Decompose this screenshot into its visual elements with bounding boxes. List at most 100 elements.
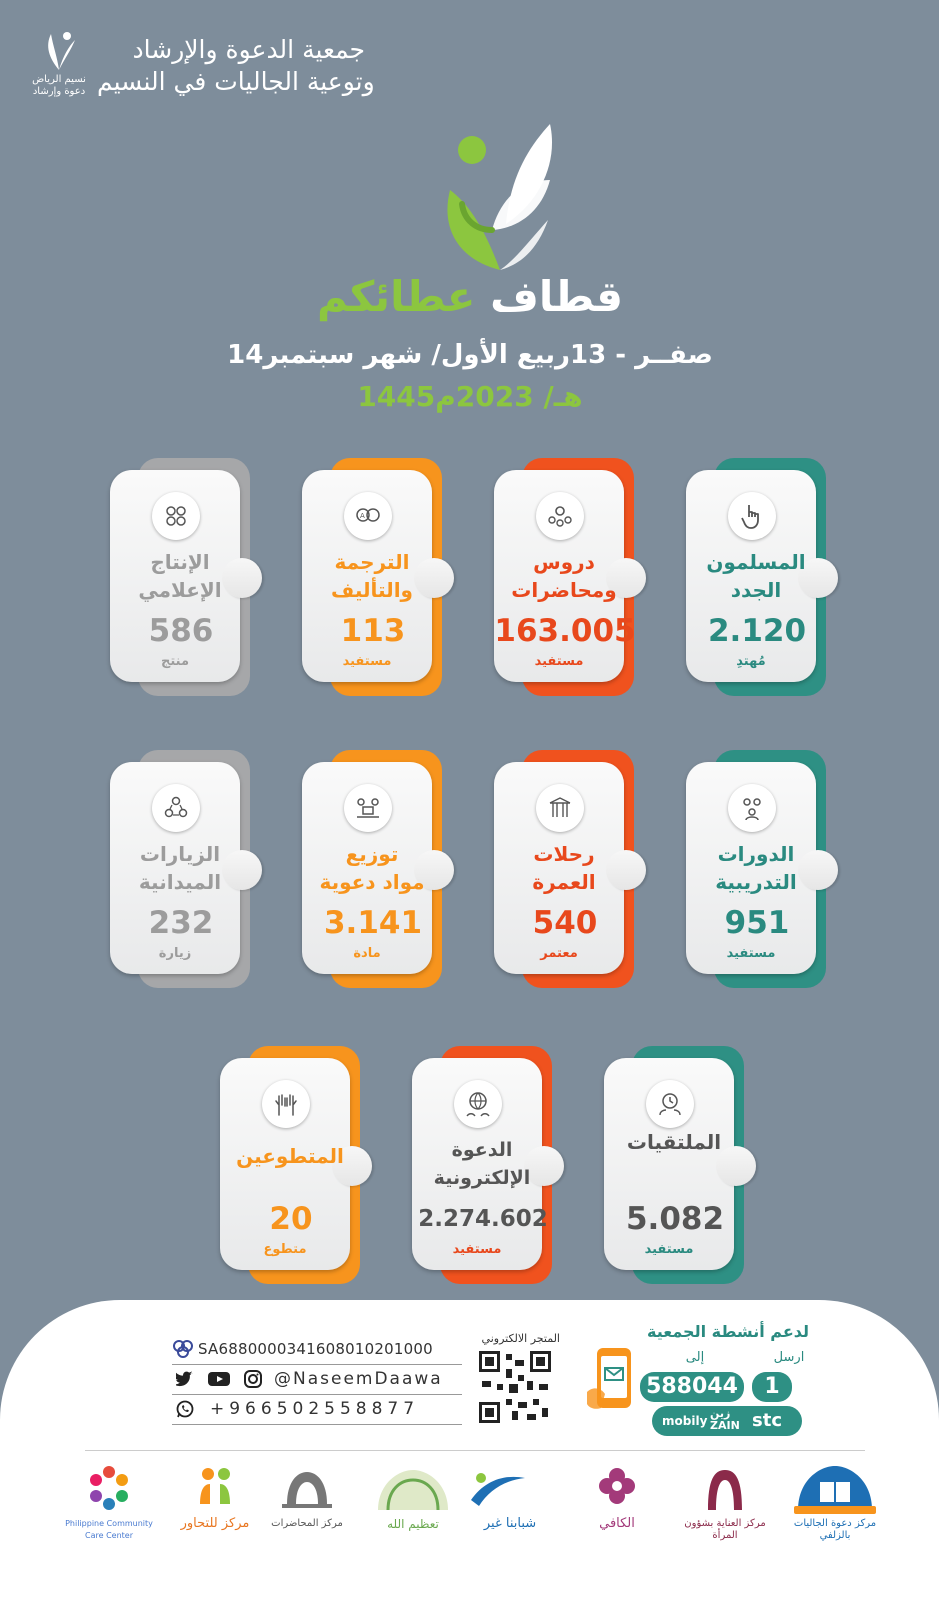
globe-people-icon xyxy=(454,1080,502,1128)
partner-logo-2: مركز العناية بشؤون المرأة xyxy=(680,1460,770,1541)
stat-card-media-production: الإنتاج الإعلامي 586 منتج xyxy=(110,458,262,700)
card-label-line2: الجدد xyxy=(730,578,782,602)
translation-icon: A xyxy=(344,492,392,540)
partner-caption: مركز المحاضرات xyxy=(271,1518,343,1529)
instagram-icon[interactable] xyxy=(244,1370,262,1388)
sms-labels: إلى ارسل xyxy=(660,1350,820,1370)
partner-arch-icon xyxy=(708,1470,742,1510)
distribution-icon xyxy=(344,784,392,832)
card-label-line2: ومحاضرات xyxy=(511,578,617,602)
qr-code[interactable] xyxy=(476,1348,554,1426)
card-label-line2: العمرة xyxy=(532,870,596,894)
card-value: 951 xyxy=(724,905,790,941)
card-label-line1: الترجمة xyxy=(334,550,410,574)
sms-send-label: ارسل xyxy=(773,1350,805,1365)
stat-card-e-dawah: الدعوة الإلكترونية 2.274.602 مستفيد xyxy=(412,1046,564,1288)
card-unit: متطوع xyxy=(263,1242,307,1257)
mobile-sms-icon xyxy=(587,1348,631,1409)
sms-to-label: إلى xyxy=(685,1350,705,1365)
partner-caption: شبابنا غير xyxy=(483,1516,537,1531)
partner-logo-5: تعظيم الله xyxy=(368,1460,458,1536)
sector-title-part2: عطائكم xyxy=(316,272,476,321)
stat-card-lectures: دروس ومحاضرات 163.005 مستفيد xyxy=(494,458,646,700)
card-unit: مستفيد xyxy=(534,654,584,669)
carrier-zain: زين ZAIN xyxy=(710,1408,740,1432)
org-name: جمعية الدعوة والإرشاد وتوعية الجاليات في… xyxy=(97,34,375,98)
card-unit: معتمر xyxy=(540,946,578,961)
carrier-zain-ar: زين xyxy=(710,1407,731,1420)
store-label: المتجر الالكتروني xyxy=(481,1332,560,1345)
card-unit: زيارة xyxy=(158,946,192,961)
card-label-line1: توزيع xyxy=(345,842,399,866)
card-label-line1: الملتقيات xyxy=(626,1130,722,1154)
card-unit: مادة xyxy=(353,946,381,961)
stat-card-translation: A الترجمة والتأليف 113 مستفيد xyxy=(302,458,454,700)
partner-caption: مركز العناية بشؤون المرأة xyxy=(684,1518,766,1541)
card-value: 2.120 xyxy=(707,613,807,649)
stat-card-new-muslims: المسلمون الجدد 2.120 مُهتدِ xyxy=(686,458,838,700)
partner-ring-icon xyxy=(90,1466,128,1510)
org-header: نسيم الرياض دعوة وإرشاد جمعية الدعوة وال… xyxy=(25,28,375,108)
partner-mosque-icon xyxy=(282,1472,332,1508)
partner-logo-4: شبابنا غير xyxy=(465,1460,555,1536)
sms-bar: 588044 1 xyxy=(640,1372,800,1404)
card-label-line1: المسلمون xyxy=(706,550,806,574)
iban-text: SA6880000341608010201000 xyxy=(198,1340,433,1358)
card-label-line2: التدريبية xyxy=(715,870,797,894)
partner-caption: مركز للتحاور xyxy=(180,1516,250,1531)
card-label-line2: والتأليف xyxy=(331,578,413,602)
stat-card-distribution: توزيع مواد دعوية 3.141 مادة xyxy=(302,750,454,992)
iban-row: SA6880000341608010201000 xyxy=(172,1338,472,1360)
card-label-line2: الميدانية xyxy=(138,870,222,894)
carrier-zain-en: ZAIN xyxy=(710,1419,740,1432)
footer: لدعم أنشطة الجمعية إلى ارسل 588044 1 stc… xyxy=(0,1300,939,1600)
card-value: 113 xyxy=(340,613,406,649)
partner-swoosh-icon xyxy=(471,1473,525,1506)
card-value: 3.141 xyxy=(323,905,423,941)
partner-logo-3: الكافي xyxy=(572,1460,662,1536)
logo-caption-line1: نسيم الرياض xyxy=(32,74,86,85)
org-name-line1: جمعية الدعوة والإرشاد xyxy=(132,35,365,64)
card-unit: مُهتدِ xyxy=(736,654,766,669)
year-line: 1445هـ/ 2023م xyxy=(357,380,583,413)
field-visits-icon xyxy=(152,784,200,832)
stat-card-umrah-trips: رحلات العمرة 540 معتمر xyxy=(494,750,646,992)
card-label-line1: الدورات xyxy=(717,842,795,866)
bank-icon xyxy=(173,1340,193,1358)
card-label-line1: دروس xyxy=(533,550,595,574)
social-row: @NaseemDaawa xyxy=(176,1368,476,1390)
phone-row: +966502558877 xyxy=(176,1398,476,1420)
card-value: 540 xyxy=(532,905,598,941)
whatsapp-icon[interactable] xyxy=(176,1400,194,1418)
partner-people-icon xyxy=(200,1468,230,1504)
org-logo-icon xyxy=(48,32,75,70)
partner-logo-1: مركز دعوة الجاليات بالزلفي xyxy=(790,1460,880,1541)
carrier-mobily: mobily xyxy=(662,1414,708,1428)
card-label-line1: الدعوة xyxy=(451,1139,513,1161)
card-unit: مستفيد xyxy=(452,1242,502,1257)
raised-hands-icon xyxy=(262,1080,310,1128)
twitter-icon[interactable] xyxy=(176,1371,194,1387)
stat-card-field-visits: الزيارات الميدانية 232 زيارة xyxy=(110,750,262,992)
social-handle[interactable]: @NaseemDaawa xyxy=(274,1369,443,1389)
stat-card-meetings: الملتقيات 5.082 مستفيد xyxy=(604,1046,756,1288)
svg-text:A: A xyxy=(360,512,365,520)
card-label-line1: الزيارات xyxy=(139,842,221,866)
youtube-icon[interactable] xyxy=(208,1371,230,1387)
stat-card-training-courses: الدورات التدريبية 951 مستفيد xyxy=(686,750,838,992)
card-unit: منتج xyxy=(160,654,190,669)
phone-number[interactable]: +966502558877 xyxy=(210,1399,420,1419)
meetings-clock-icon xyxy=(646,1080,694,1128)
sector-title-part1: قطاف xyxy=(490,272,624,321)
media-production-icon xyxy=(152,492,200,540)
sms-number: 588044 xyxy=(640,1372,744,1402)
carrier-bar: stc زين ZAIN mobily xyxy=(652,1406,802,1436)
carrier-stc: stc xyxy=(752,1410,782,1431)
card-label-line1: الإنتاج xyxy=(150,550,210,574)
card-label-line1: المتطوعين xyxy=(236,1144,344,1168)
card-value: 20 xyxy=(269,1201,313,1237)
partner-logo-7: مركز للتحاور xyxy=(170,1460,260,1536)
partner-caption: الكافي xyxy=(599,1516,635,1531)
partner-caption: تعظيم الله xyxy=(387,1517,439,1531)
card-value: 163.005 xyxy=(494,613,636,649)
